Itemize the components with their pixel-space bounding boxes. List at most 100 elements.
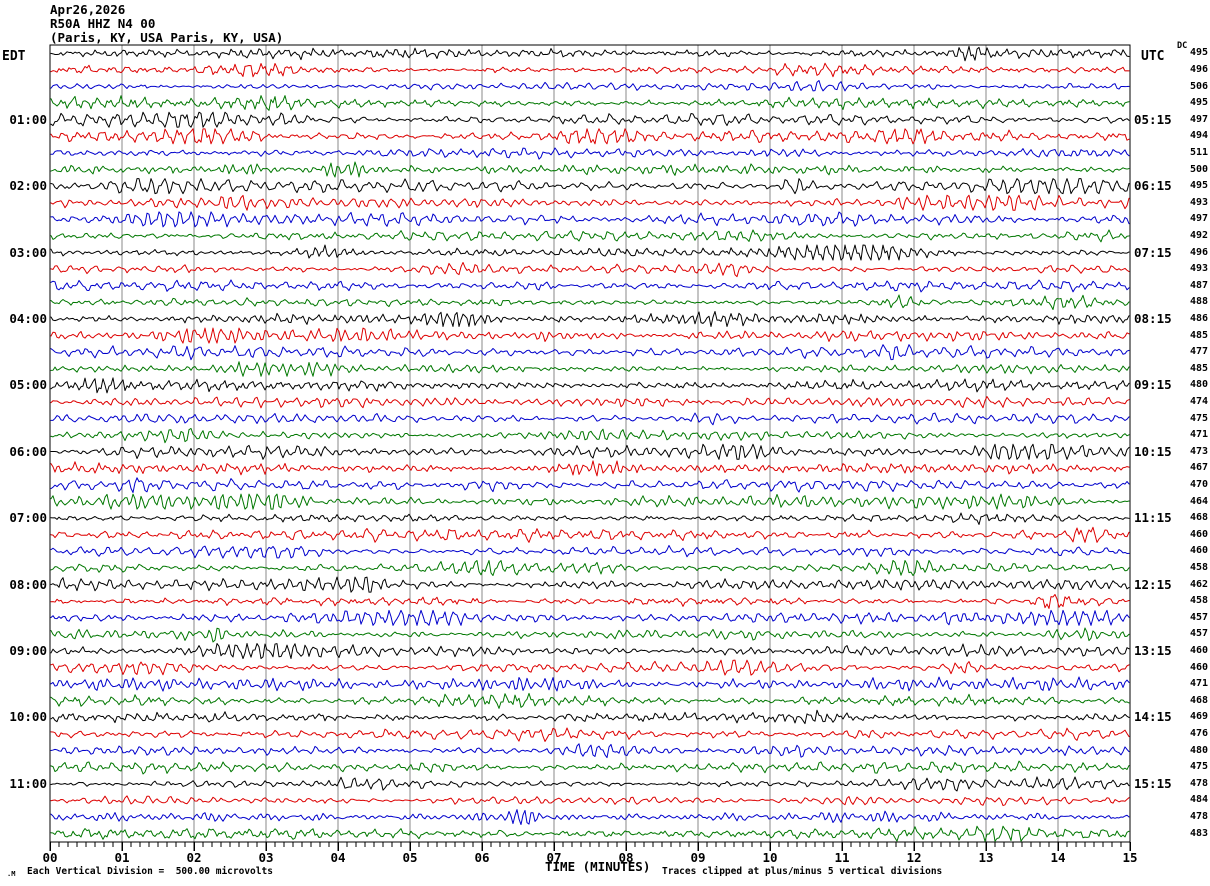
scale-marker: .M — [7, 870, 16, 878]
minute-tick-label: 02 — [186, 850, 202, 865]
dc-value: 487 — [1189, 279, 1208, 291]
dc-value: 457 — [1189, 611, 1208, 623]
edt-hour-label: 06:00 — [9, 443, 47, 459]
trace-row — [50, 460, 1130, 477]
dc-value: 506 — [1189, 80, 1208, 92]
dc-value: 493 — [1189, 196, 1208, 208]
utc-hour-label: 08:15 — [1134, 310, 1172, 326]
edt-hour-label: 03:00 — [9, 244, 47, 260]
utc-hour-label: 12:15 — [1134, 576, 1172, 592]
edt-hour-label: 04:00 — [9, 310, 47, 326]
trace-row — [50, 560, 1130, 577]
edt-hour-label: 05:00 — [9, 377, 47, 393]
utc-hour-label: 09:15 — [1134, 377, 1172, 393]
trace-row — [50, 576, 1130, 593]
dc-value: 495 — [1189, 97, 1208, 109]
trace-row — [50, 211, 1130, 228]
dc-value: 470 — [1189, 479, 1208, 490]
trace-row — [50, 709, 1130, 725]
trace-row — [50, 279, 1130, 293]
trace-rows — [50, 45, 1130, 842]
trace-row — [50, 512, 1130, 525]
dc-value: 494 — [1189, 130, 1208, 142]
dc-value: 458 — [1189, 595, 1208, 607]
trace-row — [50, 443, 1130, 460]
trace-row — [50, 593, 1130, 609]
minute-tick-label: 10 — [762, 850, 778, 865]
dc-value: 478 — [1189, 777, 1208, 789]
clip-note: Traces clipped at plus/minus 5 vertical … — [662, 866, 943, 877]
dc-value: 460 — [1189, 528, 1208, 540]
minute-tick-label: 08 — [618, 850, 634, 865]
dc-value: 460 — [1189, 645, 1208, 657]
trace-row — [50, 477, 1130, 494]
trace-row — [50, 194, 1130, 211]
dc-value: 495 — [1189, 180, 1208, 192]
scale-note: Each Vertical Division = 500.00 microvol… — [27, 866, 273, 877]
dc-value: 480 — [1189, 744, 1208, 756]
minute-tick-label: 13 — [978, 850, 994, 865]
dc-value: 460 — [1189, 661, 1208, 673]
dc-value: 496 — [1189, 63, 1208, 75]
minute-tick-label: 12 — [906, 850, 922, 865]
minute-tick-label: 04 — [330, 850, 346, 865]
dc-value: 464 — [1189, 495, 1208, 507]
axis-ticks — [49, 842, 1131, 851]
trace-row — [50, 743, 1130, 759]
utc-hour-label: 11:15 — [1134, 510, 1172, 526]
trace-row — [50, 825, 1130, 842]
minute-tick-label: 01 — [114, 850, 130, 865]
minute-tick-label: 03 — [258, 850, 274, 865]
dc-value: 500 — [1189, 163, 1208, 175]
time-axis-title: TIME (MINUTES) — [545, 859, 651, 874]
minute-tick-label: 15 — [1122, 850, 1138, 865]
trace-row — [50, 396, 1130, 409]
utc-hour-label: 05:15 — [1134, 111, 1172, 127]
dc-value: 469 — [1189, 711, 1208, 723]
trace-row — [50, 294, 1130, 311]
trace-row — [50, 776, 1130, 792]
trace-row — [50, 427, 1130, 444]
dc-value: 497 — [1189, 213, 1208, 225]
dc-value: 476 — [1189, 728, 1208, 740]
trace-row — [50, 526, 1130, 543]
dc-value: 458 — [1189, 562, 1208, 574]
dc-value: 484 — [1189, 794, 1208, 806]
trace-row — [50, 627, 1130, 643]
dc-value: 475 — [1189, 412, 1208, 424]
utc-hour-label: 15:15 — [1134, 775, 1172, 791]
plot-border — [49, 44, 1131, 843]
trace-row — [50, 62, 1130, 78]
dc-value: 497 — [1189, 113, 1208, 125]
dc-value: 474 — [1189, 395, 1208, 407]
trace-row — [50, 244, 1130, 261]
trace-row — [50, 795, 1130, 807]
trace-row — [50, 80, 1130, 92]
utc-hour-label: 06:15 — [1134, 178, 1172, 194]
edt-axis-label: EDT — [2, 49, 26, 64]
trace-row — [50, 261, 1130, 278]
edt-hour-label: 02:00 — [9, 178, 47, 194]
trace-row — [50, 676, 1130, 692]
minute-tick-label: 09 — [690, 850, 706, 865]
minute-tick-label: 07 — [546, 850, 562, 865]
dc-column-label: DC — [1177, 41, 1188, 51]
dc-value: 473 — [1189, 445, 1208, 457]
edt-hour-label: 10:00 — [9, 709, 47, 725]
dc-value: 485 — [1189, 362, 1208, 374]
utc-hour-label: 07:15 — [1134, 244, 1172, 260]
minute-tick-label: 06 — [474, 850, 490, 865]
dc-value: 477 — [1189, 346, 1208, 358]
dc-value: 467 — [1189, 462, 1208, 474]
station-label: R50A HHZ N4 00 — [50, 16, 156, 31]
trace-row — [50, 809, 1130, 826]
trace-row — [50, 95, 1130, 111]
trace-row — [50, 643, 1130, 660]
trace-row — [50, 692, 1130, 709]
dc-value: 483 — [1189, 827, 1208, 839]
edt-hour-label: 01:00 — [9, 111, 47, 127]
utc-axis-label: UTC — [1141, 49, 1165, 64]
edt-hour-label: 08:00 — [9, 576, 47, 592]
